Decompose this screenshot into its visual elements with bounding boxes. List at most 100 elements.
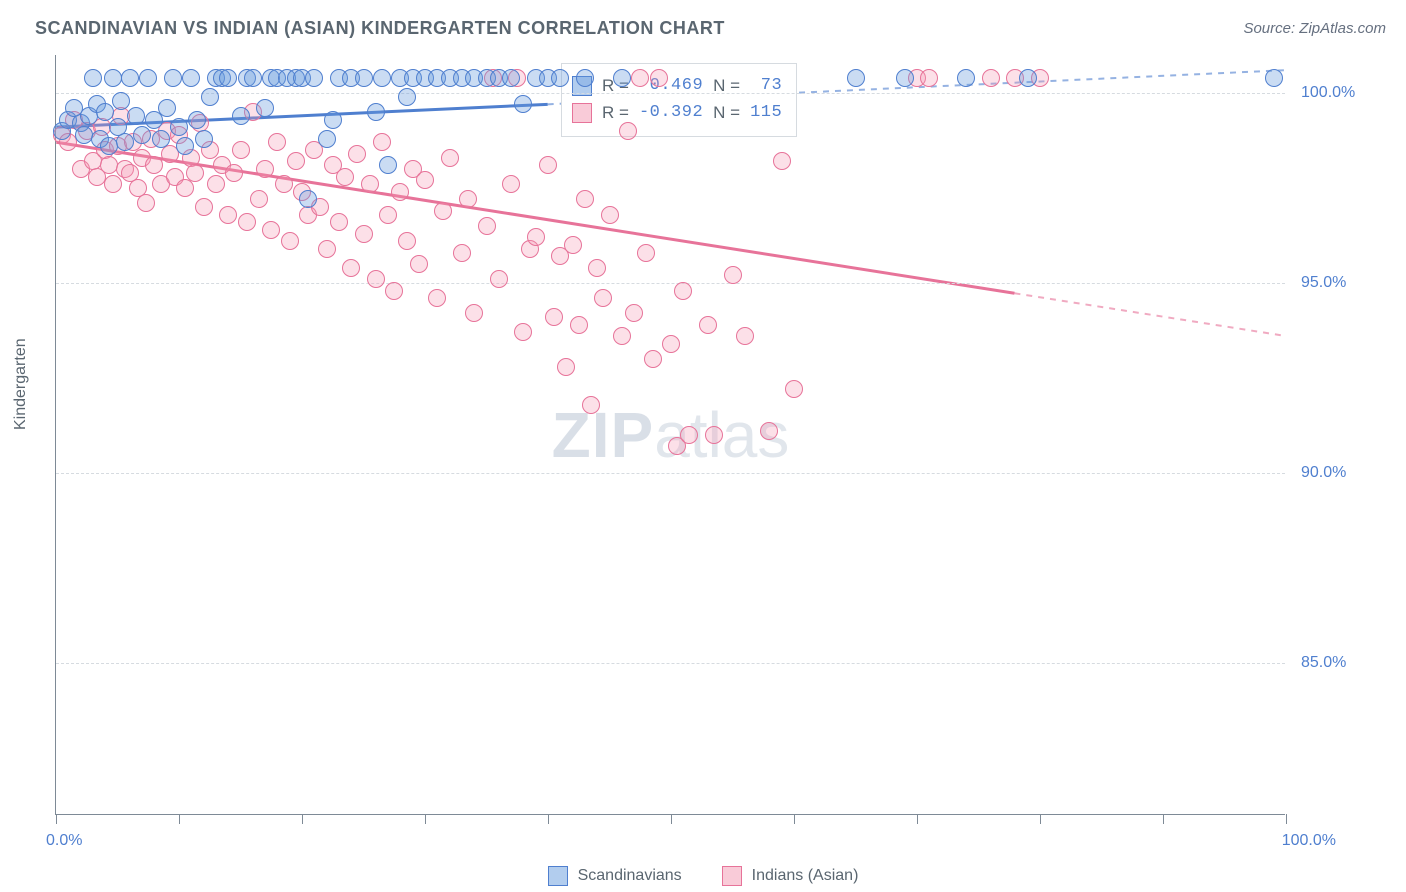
y-axis-label: Kindergarten <box>12 338 30 430</box>
point-indian <box>631 69 649 87</box>
point-scandinavian <box>121 69 139 87</box>
point-indian <box>250 190 268 208</box>
point-indian <box>287 152 305 170</box>
point-indian <box>195 198 213 216</box>
y-tick-label: 100.0% <box>1301 84 1355 102</box>
point-indian <box>186 164 204 182</box>
point-indian <box>104 175 122 193</box>
legend-item-indians: Indians (Asian) <box>722 866 859 886</box>
point-indian <box>137 194 155 212</box>
point-indian <box>490 270 508 288</box>
gridline <box>56 93 1285 94</box>
point-indian <box>674 282 692 300</box>
x-tick <box>302 814 303 824</box>
point-indian <box>773 152 791 170</box>
point-indian <box>539 156 557 174</box>
legend: Scandinavians Indians (Asian) <box>0 866 1406 886</box>
x-tick <box>917 814 918 824</box>
point-scandinavian <box>847 69 865 87</box>
x-tick <box>179 814 180 824</box>
gridline <box>56 283 1285 284</box>
point-indian <box>650 69 668 87</box>
point-indian <box>514 323 532 341</box>
point-scandinavian <box>576 69 594 87</box>
point-indian <box>379 206 397 224</box>
point-indian <box>527 228 545 246</box>
point-scandinavian <box>379 156 397 174</box>
point-indian <box>613 327 631 345</box>
point-scandinavian <box>896 69 914 87</box>
x-label-max: 100.0% <box>1282 832 1336 850</box>
point-indian <box>637 244 655 262</box>
point-scandinavian <box>256 99 274 117</box>
legend-swatch-pink-icon <box>722 866 742 886</box>
point-indian <box>478 217 496 235</box>
point-scandinavian <box>299 190 317 208</box>
legend-label-0: Scandinavians <box>578 867 682 885</box>
point-scandinavian <box>188 111 206 129</box>
trend-line-dashed <box>1014 293 1284 336</box>
point-indian <box>367 270 385 288</box>
x-label-min: 0.0% <box>46 832 82 850</box>
point-indian <box>373 133 391 151</box>
point-scandinavian <box>244 69 262 87</box>
x-tick <box>56 814 57 824</box>
point-indian <box>594 289 612 307</box>
point-scandinavian <box>112 92 130 110</box>
point-scandinavian <box>551 69 569 87</box>
point-scandinavian <box>398 88 416 106</box>
x-tick <box>548 814 549 824</box>
y-tick-label: 90.0% <box>1301 464 1346 482</box>
point-indian <box>355 225 373 243</box>
point-indian <box>262 221 280 239</box>
point-scandinavian <box>104 69 122 87</box>
point-indian <box>644 350 662 368</box>
stats-row-scandinavians: R = 0.469 N = 73 <box>572 72 782 99</box>
point-indian <box>459 190 477 208</box>
stat-N-label: N = <box>713 72 740 99</box>
point-indian <box>570 316 588 334</box>
legend-item-scandinavians: Scandinavians <box>548 866 682 886</box>
point-indian <box>502 175 520 193</box>
point-scandinavian <box>152 130 170 148</box>
stat-N-label: N = <box>713 99 740 126</box>
x-tick <box>1040 814 1041 824</box>
x-tick <box>671 814 672 824</box>
x-tick <box>1163 814 1164 824</box>
point-indian <box>557 358 575 376</box>
point-scandinavian <box>324 111 342 129</box>
point-indian <box>441 149 459 167</box>
stat-N-value-1: 115 <box>750 99 782 126</box>
chart-title: SCANDINAVIAN VS INDIAN (ASIAN) KINDERGAR… <box>35 18 725 39</box>
x-tick <box>794 814 795 824</box>
point-indian <box>416 171 434 189</box>
point-indian <box>410 255 428 273</box>
plot-area: ZIPatlas R = 0.469 N = 73 R = -0.392 N =… <box>55 55 1285 815</box>
source-label: Source: ZipAtlas.com <box>1243 20 1386 37</box>
chart-container: SCANDINAVIAN VS INDIAN (ASIAN) KINDERGAR… <box>0 0 1406 892</box>
point-indian <box>232 141 250 159</box>
point-scandinavian <box>195 130 213 148</box>
point-indian <box>434 202 452 220</box>
stats-box: R = 0.469 N = 73 R = -0.392 N = 115 <box>561 63 797 137</box>
point-indian <box>662 335 680 353</box>
point-scandinavian <box>613 69 631 87</box>
point-indian <box>982 69 1000 87</box>
swatch-pink-icon <box>572 103 592 123</box>
point-indian <box>465 304 483 322</box>
point-indian <box>920 69 938 87</box>
point-scandinavian <box>116 133 134 151</box>
point-indian <box>256 160 274 178</box>
point-indian <box>176 179 194 197</box>
point-indian <box>619 122 637 140</box>
point-indian <box>724 266 742 284</box>
point-scandinavian <box>305 69 323 87</box>
y-tick-label: 85.0% <box>1301 654 1346 672</box>
title-row: SCANDINAVIAN VS INDIAN (ASIAN) KINDERGAR… <box>35 18 1386 39</box>
point-indian <box>760 422 778 440</box>
gridline <box>56 663 1285 664</box>
point-indian <box>207 175 225 193</box>
point-indian <box>219 206 237 224</box>
point-indian <box>391 183 409 201</box>
point-indian <box>318 240 336 258</box>
